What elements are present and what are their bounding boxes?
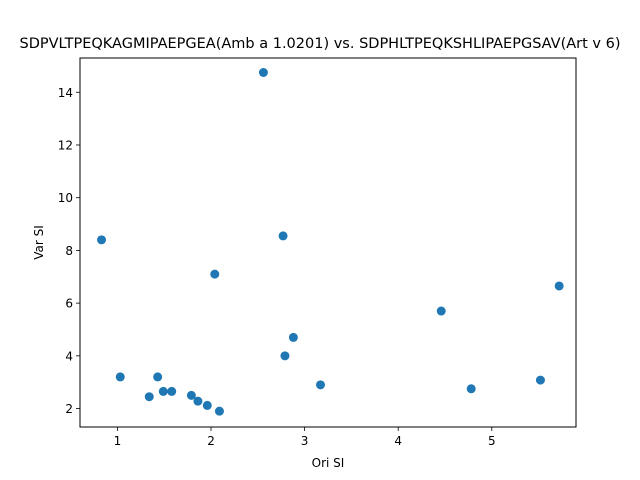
y-axis-label: Var SI [32,225,46,260]
plot-frame [79,57,577,428]
data-point-14 [158,386,168,396]
data-point-6 [436,306,446,316]
plot-area [80,58,576,427]
y-tick-label: 6 [65,297,73,311]
data-point-7 [288,332,298,342]
data-point-16 [186,390,196,400]
data-point-19 [202,400,212,410]
x-tick-label: 2 [207,434,215,448]
data-point-2 [97,235,107,245]
y-tick-label: 2 [65,402,73,416]
data-point-1 [258,67,268,77]
x-axis-label: Ori SI [312,456,345,470]
data-point-4 [210,269,220,279]
data-point-18 [193,396,203,406]
y-tick-label: 4 [65,349,73,363]
data-point-13 [466,384,476,394]
data-point-8 [280,351,290,361]
y-tick-label: 10 [58,191,73,205]
data-point-20 [214,406,224,416]
data-point-5 [554,281,564,291]
x-axis: 1 2 3 4 5 [114,427,496,448]
x-tick-label: 3 [301,434,309,448]
data-point-9 [115,372,125,382]
data-point-12 [316,380,326,390]
y-axis: 2 4 6 8 10 12 14 [58,86,80,416]
data-point-17 [144,392,154,402]
y-tick-label: 12 [58,138,73,152]
data-point-3 [278,231,288,241]
x-tick-label: 4 [394,434,402,448]
chart-title: SDPVLTPEQKAGMIPAEPGEA(Amb a 1.0201) vs. … [20,36,621,52]
data-point-10 [153,372,163,382]
y-tick-label: 14 [58,86,73,100]
data-point-15 [167,386,177,396]
y-tick-label: 8 [65,244,73,258]
data-points [97,67,564,416]
x-tick-label: 5 [488,434,496,448]
data-point-11 [535,375,545,385]
x-tick-label: 1 [114,434,122,448]
